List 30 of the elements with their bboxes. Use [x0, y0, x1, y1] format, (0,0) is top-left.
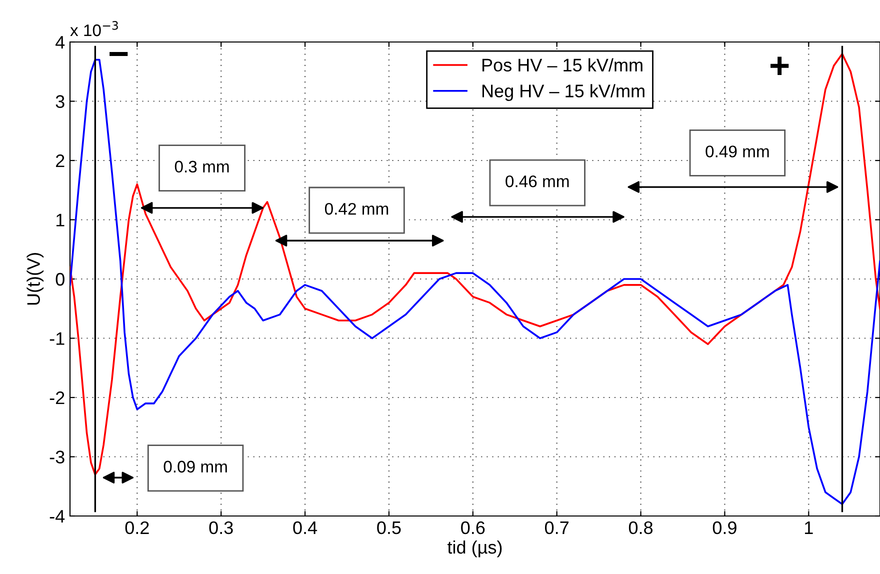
y-axis-title: U(t)(V): [26, 253, 44, 305]
y-tick-label: -3: [50, 450, 64, 464]
x-tick-label: 0.6: [461, 521, 485, 534]
x-tick-label: 0.8: [628, 521, 653, 534]
x-tick-label: 0.5: [377, 521, 401, 534]
y-tick-label: 2: [56, 154, 64, 168]
y-tick-label: 1: [56, 214, 64, 226]
y-tick-label: -4: [50, 510, 65, 523]
y-tick-label: -2: [50, 391, 64, 404]
annotation: 0.09 mm: [164, 460, 227, 473]
x-tick-label: 0.3: [209, 521, 233, 534]
annotation: 0.49 mm: [706, 146, 769, 158]
legend-label: Neg HV – 15 kV/mm: [482, 84, 644, 101]
y-tick-label: 0: [56, 272, 64, 286]
x-tick-label: 0.4: [293, 521, 318, 534]
annotation: −: [110, 52, 128, 56]
y-tick-label: 4: [56, 36, 65, 49]
x-tick-label: 0.7: [544, 521, 568, 534]
x-tick-label: 0.9: [712, 521, 736, 534]
annotation: 0.42 mm: [324, 202, 388, 215]
annotation: +: [770, 56, 789, 76]
text: x 10$^{−3}$: [70, 21, 118, 36]
x-tick-label: 0.2: [125, 521, 149, 534]
x-tick-label: 1: [805, 522, 813, 534]
y-tick-label: -1: [50, 332, 64, 345]
annotation: 0.46 mm: [506, 175, 569, 188]
legend-label: Pos HV – 15 kV/mm: [482, 58, 642, 72]
y-tick-label: 3: [56, 95, 64, 108]
x-axis-title: tid (µs): [448, 540, 502, 558]
annotation: 0.3 mm: [174, 160, 229, 173]
